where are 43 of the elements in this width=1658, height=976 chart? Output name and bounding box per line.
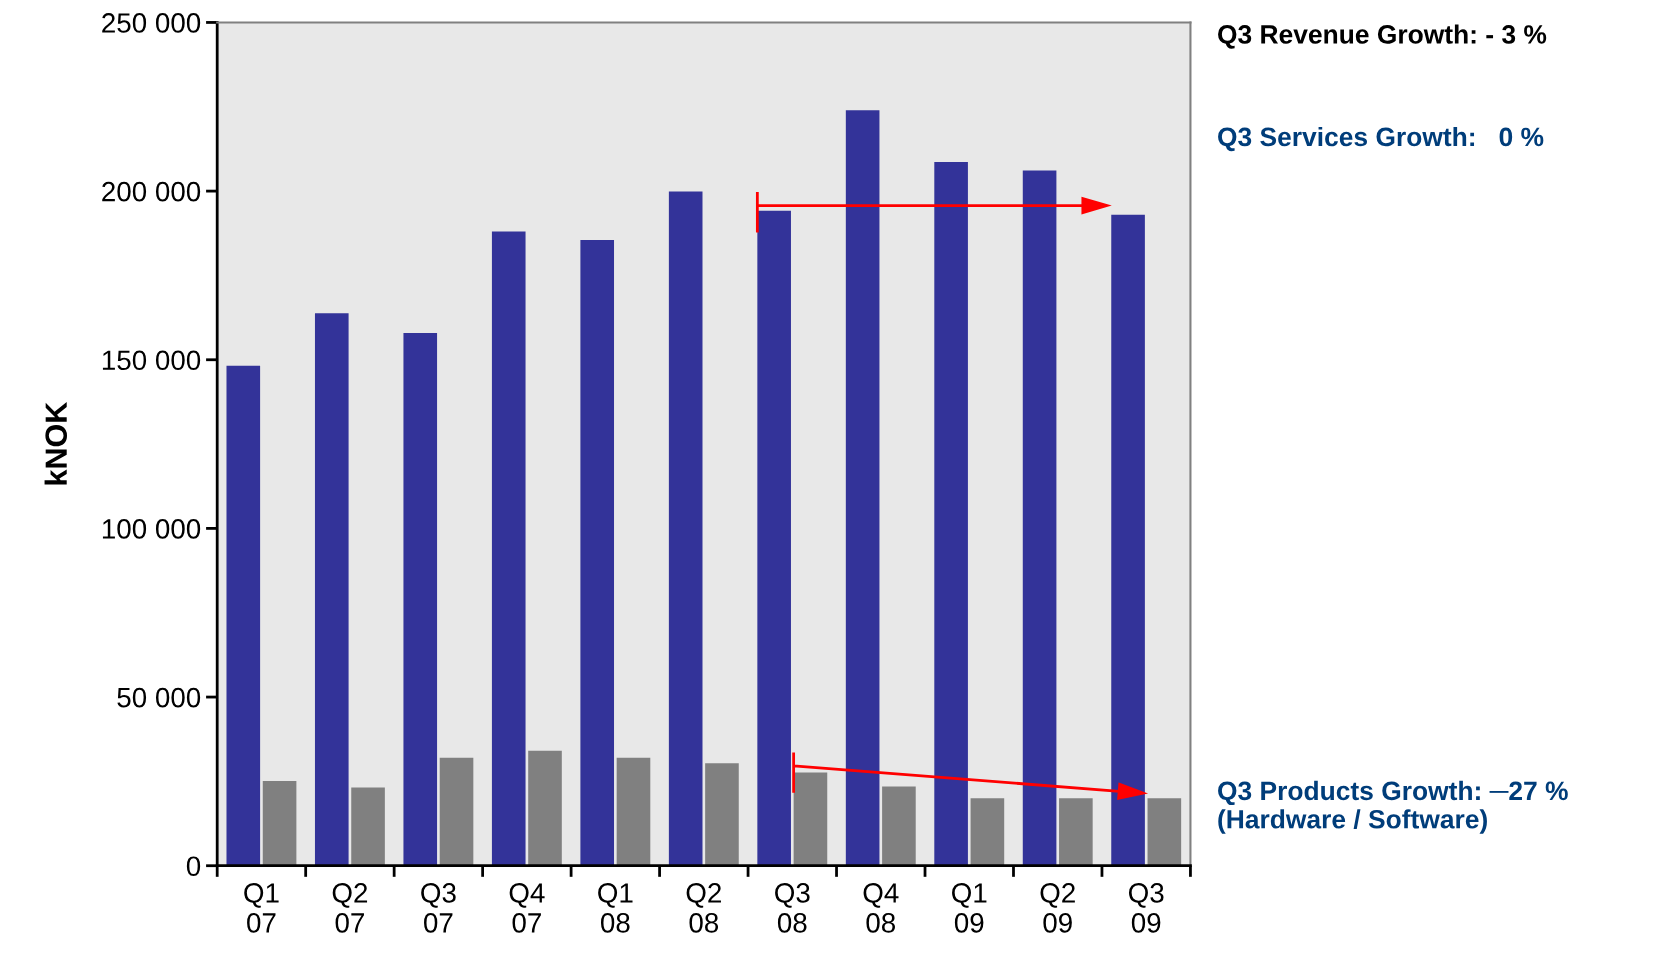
y-tick-label: 50 000 — [117, 687, 201, 708]
x-tick-label: Q2 08 — [686, 883, 721, 933]
bar — [882, 786, 916, 866]
y-tick-label: 200 000 — [102, 181, 201, 202]
bar — [226, 365, 261, 866]
bar — [705, 763, 739, 866]
bar — [439, 757, 474, 866]
y-tick-label: 150 000 — [102, 350, 201, 371]
x-tick-label: Q2 09 — [1040, 883, 1075, 933]
bar — [491, 231, 526, 866]
bar — [970, 798, 1005, 866]
text: Q3 Products Growth: ─27 % (Hardware / Software) — [1218, 780, 1568, 834]
x-tick-label: Q3 08 — [775, 883, 810, 933]
y-axis-title: kNOK — [44, 401, 68, 485]
bar — [1022, 170, 1057, 866]
x-tick-label: Q2 07 — [332, 883, 368, 933]
y-tick-label: 0 — [186, 856, 201, 877]
bar — [934, 162, 968, 866]
bar — [528, 750, 562, 866]
x-tick-label: Q4 08 — [863, 883, 899, 933]
bar — [1111, 214, 1145, 866]
x-tick-label: Q1 07 — [244, 883, 279, 933]
text: Q3 Revenue Growth: - 3 % — [1218, 24, 1547, 49]
bar — [580, 240, 615, 866]
bar — [1059, 798, 1093, 866]
bar — [403, 333, 438, 866]
bar — [351, 787, 385, 866]
bar — [1147, 798, 1182, 866]
bar — [845, 110, 880, 866]
x-tick-label: Q4 07 — [509, 883, 545, 933]
text: Q3 Services Growth: 0 % — [1218, 126, 1544, 152]
bar — [757, 210, 791, 866]
x-tick-label: Q1 08 — [598, 883, 633, 933]
bar — [616, 757, 651, 866]
bar — [793, 772, 828, 866]
x-tick-label: Q1 09 — [952, 883, 987, 933]
y-tick-label: 250 000 — [102, 13, 201, 33]
x-tick-label: Q3 07 — [421, 883, 456, 933]
bar — [314, 313, 349, 866]
x-tick-label: Q3 09 — [1128, 883, 1164, 933]
bar — [262, 781, 297, 866]
y-tick-label: 100 000 — [102, 519, 201, 539]
bar — [668, 191, 703, 866]
